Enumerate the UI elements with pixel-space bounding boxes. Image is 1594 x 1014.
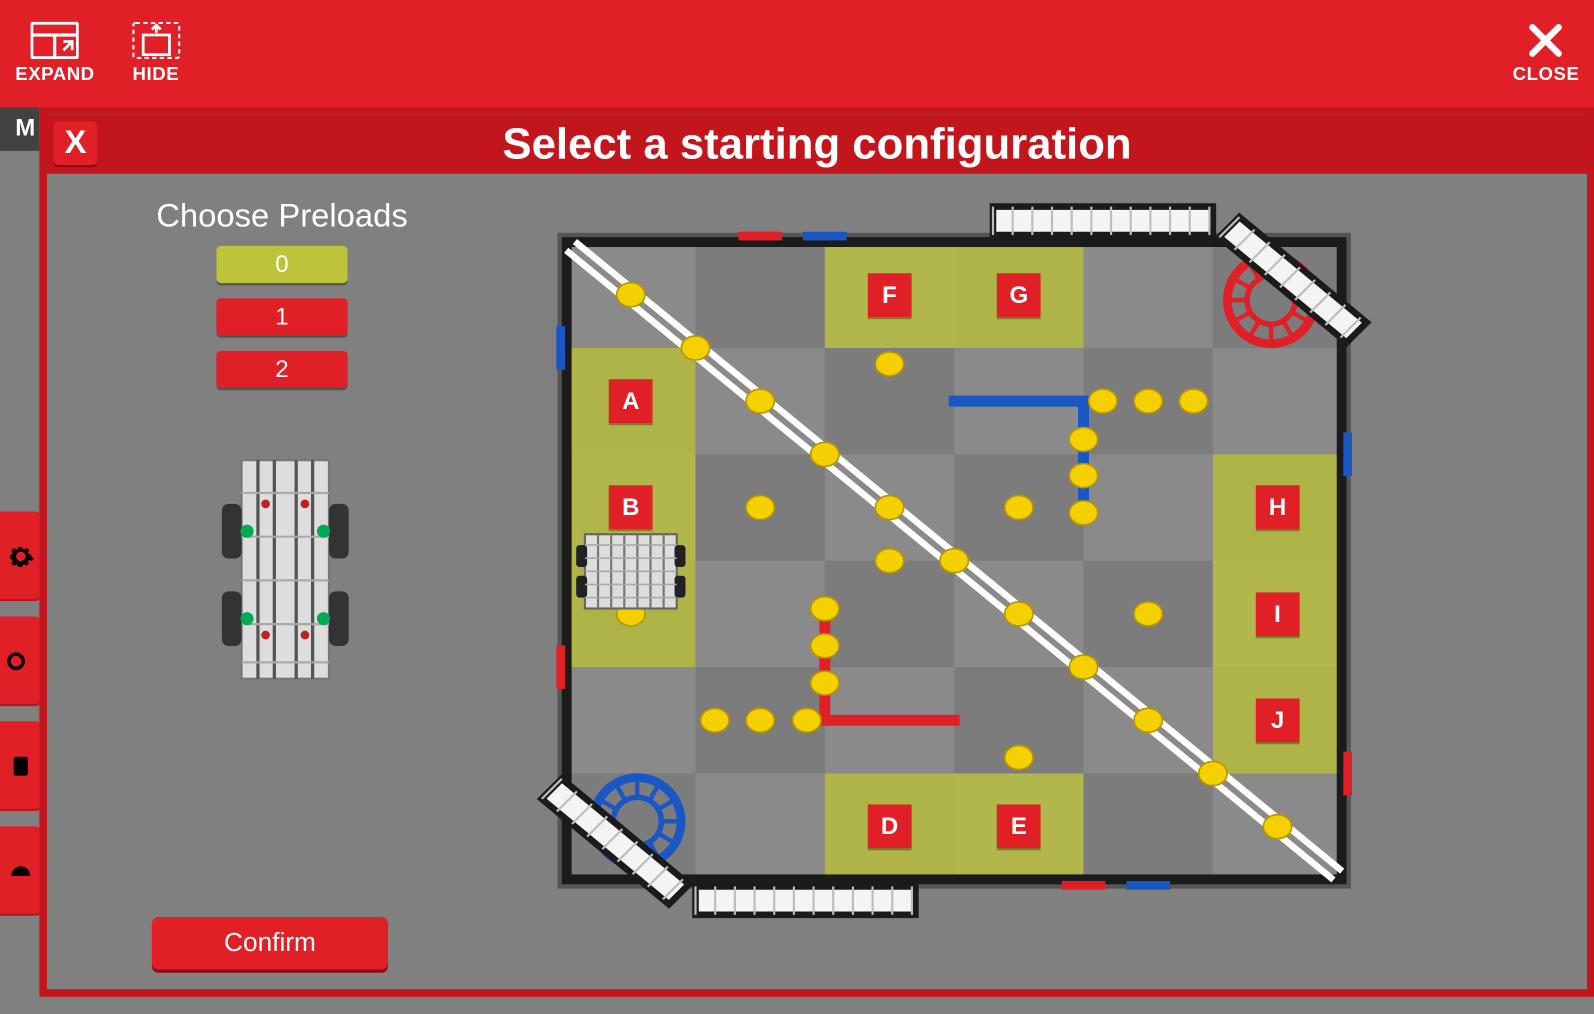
- modal-close-button[interactable]: X: [54, 121, 98, 165]
- start-tile-f[interactable]: F: [868, 273, 912, 317]
- expand-button[interactable]: EXPAND: [15, 22, 94, 85]
- app-top-banner: EXPAND HIDE CLOSE: [0, 0, 1594, 107]
- modal-close-x: X: [64, 125, 86, 162]
- start-tile-b[interactable]: B: [609, 486, 653, 530]
- start-tile-d[interactable]: D: [868, 805, 912, 849]
- expand-label: EXPAND: [15, 63, 94, 85]
- start-tile-g[interactable]: G: [997, 273, 1041, 317]
- preload-option-2[interactable]: 2: [216, 351, 347, 388]
- modal-header: X Select a starting configuration: [47, 115, 1587, 174]
- preload-option-1[interactable]: 1: [216, 298, 347, 335]
- left-tool-3[interactable]: [0, 721, 42, 811]
- confirm-button[interactable]: Confirm: [152, 917, 388, 969]
- preload-option-0[interactable]: 0: [216, 246, 347, 283]
- left-tool-rail: [0, 512, 42, 916]
- left-tool-4[interactable]: [0, 826, 42, 916]
- robot-preview-icon: [209, 449, 362, 689]
- hide-label: HIDE: [133, 63, 180, 85]
- hide-icon: [132, 22, 180, 59]
- left-tool-1[interactable]: [0, 512, 42, 602]
- start-tile-h[interactable]: H: [1256, 486, 1300, 530]
- hide-button[interactable]: HIDE: [132, 22, 180, 85]
- modal-title: Select a starting configuration: [502, 120, 1131, 169]
- backdrop-left-letter: M: [15, 114, 35, 142]
- start-tile-e[interactable]: E: [997, 805, 1041, 849]
- left-tool-2[interactable]: [0, 616, 42, 706]
- expand-icon: [31, 22, 79, 59]
- close-icon: [1527, 22, 1564, 59]
- start-tile-i[interactable]: I: [1256, 592, 1300, 636]
- start-tile-j[interactable]: J: [1256, 698, 1300, 742]
- start-tile-a[interactable]: A: [609, 379, 653, 423]
- field-diagram: A B D E F G H I J: [501, 176, 1408, 945]
- confirm-label: Confirm: [224, 928, 316, 959]
- close-banner-button[interactable]: CLOSE: [1513, 22, 1580, 85]
- preloads-panel: Choose Preloads 0 1 2: [124, 198, 441, 978]
- config-modal: X Select a starting configuration Choose…: [39, 107, 1594, 997]
- close-label: CLOSE: [1513, 63, 1580, 85]
- preloads-title: Choose Preloads: [124, 198, 441, 235]
